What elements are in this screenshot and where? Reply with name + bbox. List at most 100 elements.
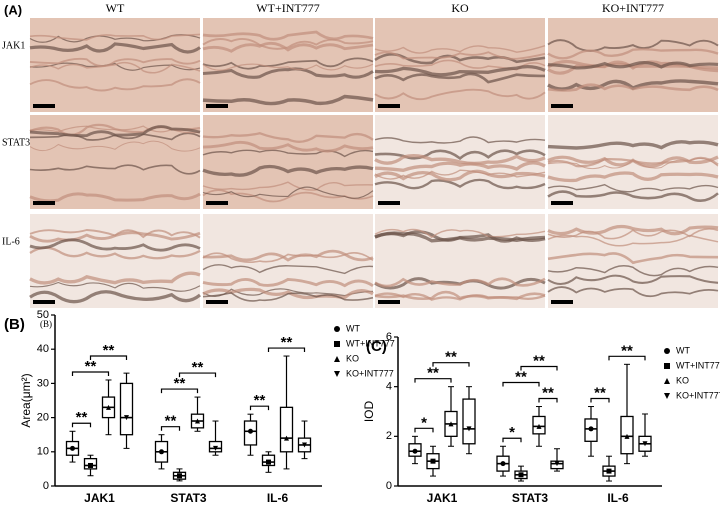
legend-label: KO+INT777 — [346, 368, 394, 378]
significance-bracket — [502, 381, 540, 387]
significance-bracket — [267, 347, 306, 353]
micrograph-bg — [375, 214, 545, 308]
tissue-fiber — [202, 292, 374, 302]
x-tick-label: JAK1 — [427, 491, 458, 505]
median-marker — [266, 459, 271, 465]
median-marker — [284, 435, 289, 441]
significance-label: ** — [515, 369, 527, 386]
significance-label: ** — [85, 358, 97, 375]
tissue-fiber — [29, 33, 201, 41]
tissue-fiber — [547, 224, 719, 236]
legend-label: WT+INT777 — [346, 338, 395, 348]
significance-bracket — [249, 405, 270, 411]
tissue-fiber — [202, 63, 374, 71]
micrograph — [547, 115, 719, 209]
tissue-fiber — [29, 57, 201, 67]
column-label: WT — [106, 1, 125, 15]
significance-bracket — [178, 372, 217, 378]
tissue-fiber — [374, 228, 546, 239]
x-tick-label: STAT3 — [170, 491, 207, 505]
legend-marker — [664, 393, 670, 399]
tissue-fiber — [374, 53, 546, 65]
legend-label: WT — [676, 345, 690, 355]
legend-marker — [334, 356, 340, 362]
median-marker — [466, 426, 472, 432]
tissue-fiber — [29, 164, 201, 175]
significance-bracket — [520, 365, 558, 371]
significance-bracket — [71, 371, 110, 376]
tissue-fiber — [29, 61, 201, 74]
panel-label: (C) — [366, 338, 387, 355]
median-marker — [518, 472, 524, 478]
box — [462, 398, 476, 445]
tissue-fiber — [547, 274, 719, 285]
tissue-fiber — [29, 78, 201, 92]
y-axis-label: Area(μm²) — [19, 373, 33, 427]
legend-marker — [334, 371, 340, 377]
tissue-fiber — [547, 265, 719, 277]
median-marker — [177, 473, 182, 479]
tissue-fiber — [29, 246, 201, 260]
x-tick-label: IL-6 — [267, 491, 289, 505]
y-tick-label: 2 — [386, 430, 392, 442]
tissue-fiber — [547, 140, 719, 150]
tissue-fiber — [29, 281, 201, 292]
row-label: STAT3 — [2, 137, 30, 148]
significance-label: ** — [192, 359, 204, 376]
column-label: KO — [451, 1, 469, 15]
tissue-fiber — [547, 286, 719, 298]
tissue-fiber — [202, 181, 374, 191]
micrograph — [29, 18, 201, 112]
legend-label: KO — [346, 353, 359, 363]
median-marker — [536, 423, 542, 429]
micrograph — [29, 115, 201, 209]
tissue-fiber — [202, 140, 374, 153]
micrograph — [202, 214, 374, 308]
legend-label: KO — [676, 375, 689, 385]
tissue-fiber — [29, 271, 201, 285]
y-tick-label: 40 — [37, 343, 49, 355]
significance-label: ** — [174, 375, 186, 392]
tissue-fiber — [374, 45, 546, 54]
scale-bar — [33, 201, 55, 205]
significance-bracket — [538, 397, 558, 403]
scale-bar — [551, 201, 573, 205]
significance-bracket — [89, 355, 128, 360]
tissue-fiber — [374, 51, 546, 60]
median-marker — [642, 441, 648, 447]
micrograph — [374, 214, 546, 308]
tissue-fiber — [374, 64, 546, 77]
tissue-fiber — [374, 88, 546, 101]
legend-marker — [664, 378, 670, 384]
significance-label: ** — [621, 342, 633, 359]
tissue-fiber — [29, 238, 201, 252]
box — [119, 382, 134, 436]
tissue-fiber — [29, 290, 202, 304]
micrograph — [374, 115, 546, 209]
scale-bar — [33, 104, 55, 108]
tissue-fiber — [29, 140, 201, 152]
median-marker — [159, 449, 164, 455]
median-marker — [88, 462, 93, 468]
tissue-fiber — [202, 277, 374, 288]
micrograph — [202, 115, 374, 209]
significance-label: ** — [103, 342, 115, 359]
box — [279, 406, 294, 453]
significance-label: ** — [594, 385, 606, 402]
tissue-fiber — [547, 183, 719, 193]
tissue-fiber — [202, 37, 374, 50]
significance-bracket — [608, 355, 646, 361]
micrograph — [374, 18, 546, 112]
legend-marker — [334, 341, 340, 347]
tissue-fiber — [547, 190, 719, 203]
micrograph — [202, 18, 374, 112]
significance-bracket — [432, 362, 470, 367]
median-marker — [448, 421, 454, 427]
scale-bar — [551, 104, 573, 108]
scale-bar — [378, 300, 400, 304]
y-tick-label: 50 — [37, 309, 49, 321]
y-tick-label: 30 — [37, 377, 49, 389]
tissue-fiber — [29, 42, 201, 54]
significance-label: ** — [542, 385, 554, 402]
